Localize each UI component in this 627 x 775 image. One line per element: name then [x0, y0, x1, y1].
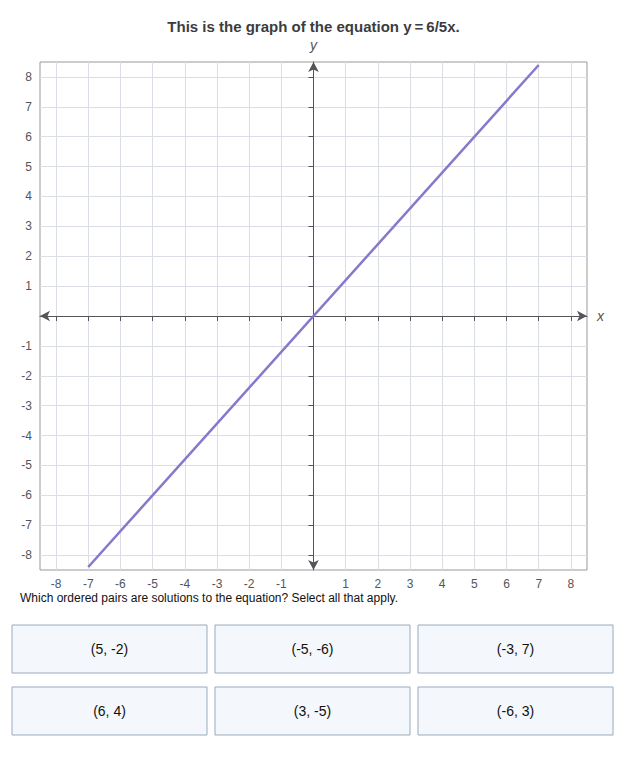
svg-text:4: 4	[439, 577, 446, 591]
svg-text:-5: -5	[21, 458, 32, 472]
svg-text:-6: -6	[21, 488, 32, 502]
svg-text:-1: -1	[21, 339, 32, 353]
svg-text:-5: -5	[147, 577, 158, 591]
svg-text:-7: -7	[21, 518, 32, 532]
svg-text:(3, -5): (3, -5)	[294, 703, 331, 719]
svg-text:5: 5	[25, 160, 32, 174]
svg-text:1: 1	[342, 577, 349, 591]
svg-text:6: 6	[503, 577, 510, 591]
svg-text:-2: -2	[244, 577, 255, 591]
svg-text:5: 5	[471, 577, 478, 591]
svg-text:6: 6	[25, 130, 32, 144]
svg-text:8: 8	[25, 70, 32, 84]
svg-text:-6: -6	[115, 577, 126, 591]
svg-text:1: 1	[25, 279, 32, 293]
svg-text:Which ordered pairs are soluti: Which ordered pairs are solutions to the…	[20, 591, 398, 605]
svg-text:3: 3	[25, 219, 32, 233]
svg-text:-8: -8	[51, 577, 62, 591]
svg-text:This is the graph of the equat: This is the graph of the equation y = 6/…	[167, 18, 459, 35]
svg-text:2: 2	[25, 249, 32, 263]
svg-text:-8: -8	[21, 548, 32, 562]
svg-text:8: 8	[568, 577, 575, 591]
svg-text:-3: -3	[212, 577, 223, 591]
svg-text:y: y	[309, 37, 318, 53]
svg-text:-7: -7	[83, 577, 94, 591]
svg-text:(-6, 3): (-6, 3)	[497, 703, 534, 719]
svg-text:4: 4	[25, 189, 32, 203]
svg-text:(6, 4): (6, 4)	[93, 703, 126, 719]
svg-text:-2: -2	[21, 369, 32, 383]
svg-text:-1: -1	[276, 577, 287, 591]
svg-text:2: 2	[375, 577, 382, 591]
svg-text:3: 3	[407, 577, 414, 591]
svg-text:-4: -4	[179, 577, 190, 591]
svg-text:(5, -2): (5, -2)	[91, 641, 128, 657]
svg-text:(-3, 7): (-3, 7)	[497, 641, 534, 657]
svg-text:-3: -3	[21, 399, 32, 413]
svg-text:-4: -4	[21, 429, 32, 443]
svg-text:x: x	[596, 308, 605, 324]
svg-text:(-5, -6): (-5, -6)	[292, 641, 334, 657]
svg-text:7: 7	[25, 100, 32, 114]
svg-text:7: 7	[535, 577, 542, 591]
